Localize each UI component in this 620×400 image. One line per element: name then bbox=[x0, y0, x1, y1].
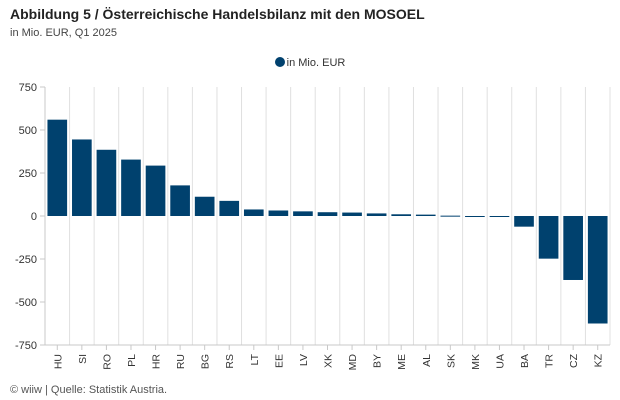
y-tick-label: 500 bbox=[19, 125, 37, 137]
bar-ba bbox=[514, 216, 534, 227]
y-axis-ticks: 750 500 250 0 -250 -500 -750 bbox=[15, 82, 45, 352]
bar-kz bbox=[587, 216, 608, 324]
bar-md bbox=[342, 212, 362, 216]
x-tick-label: KZ bbox=[593, 353, 605, 367]
x-tick-label: XK bbox=[323, 354, 335, 368]
y-tick-label: -750 bbox=[15, 340, 37, 352]
x-tick-label: BY bbox=[372, 354, 384, 368]
bar-ru bbox=[170, 185, 190, 216]
x-tick-label: ME bbox=[396, 354, 408, 370]
y-tick-label: -250 bbox=[15, 254, 37, 266]
bar-xk bbox=[317, 212, 338, 216]
y-tick-label: -500 bbox=[15, 297, 37, 309]
bar-al bbox=[415, 214, 436, 216]
source-note: © wiiw | Quelle: Statistik Austria. bbox=[10, 384, 168, 396]
bar-lt bbox=[243, 209, 264, 216]
x-tick-label: LT bbox=[249, 353, 261, 365]
bar-ua bbox=[489, 216, 510, 217]
legend-marker bbox=[274, 57, 285, 67]
y-tick-label: 750 bbox=[19, 82, 37, 94]
x-tick-label: SI bbox=[77, 354, 89, 364]
bar-tr bbox=[538, 216, 559, 259]
x-tick-label: RU bbox=[175, 354, 187, 369]
x-tick-label: TR bbox=[544, 354, 556, 368]
chart-title: Abbildung 5 / Österreichische Handelsbil… bbox=[10, 6, 425, 22]
bar-ro bbox=[96, 149, 117, 216]
x-tick-label: AL bbox=[421, 354, 433, 367]
legend-label: in Mio. EUR bbox=[286, 57, 346, 69]
grid-lines bbox=[44, 87, 611, 345]
y-tick-label: 0 bbox=[31, 211, 37, 223]
x-tick-label: BG bbox=[200, 354, 212, 369]
y-tick-label: 250 bbox=[19, 168, 37, 180]
x-tick-label: SK bbox=[445, 354, 457, 368]
x-tick-label: HR bbox=[151, 354, 163, 370]
x-tick-label: RS bbox=[224, 354, 236, 369]
chart-subtitle: in Mio. EUR, Q1 2025 bbox=[10, 27, 117, 39]
bar-si bbox=[72, 139, 92, 216]
bar-hr bbox=[145, 165, 166, 216]
bar-pl bbox=[121, 159, 141, 216]
bars bbox=[47, 119, 608, 324]
x-tick-label: BA bbox=[519, 354, 531, 368]
x-tick-label: UA bbox=[494, 354, 506, 369]
bar-lv bbox=[293, 211, 313, 216]
x-tick-label: RO bbox=[101, 354, 113, 370]
bar-cz bbox=[563, 216, 583, 280]
x-axis-ticks: HU SI RO PL HR RU BG RS LT EE LV XK MD BY ME AL SK MK UA BA… bbox=[52, 345, 605, 371]
bar-ee bbox=[268, 210, 289, 216]
legend: in Mio. EUR bbox=[0, 57, 620, 69]
bar-by bbox=[366, 213, 387, 216]
x-tick-label: MK bbox=[470, 354, 482, 370]
x-tick-label: PL bbox=[126, 354, 138, 367]
x-tick-label: LV bbox=[298, 354, 310, 366]
x-tick-label: MD bbox=[347, 354, 359, 371]
bar-hu bbox=[47, 119, 68, 216]
x-tick-label: CZ bbox=[568, 353, 580, 368]
bar-me bbox=[391, 214, 412, 216]
bar-rs bbox=[219, 200, 240, 216]
bar-sk bbox=[440, 215, 461, 217]
x-tick-label: EE bbox=[273, 354, 285, 368]
bar-mk bbox=[465, 216, 485, 217]
x-tick-label: HU bbox=[52, 354, 64, 369]
bar-bg bbox=[194, 196, 215, 216]
